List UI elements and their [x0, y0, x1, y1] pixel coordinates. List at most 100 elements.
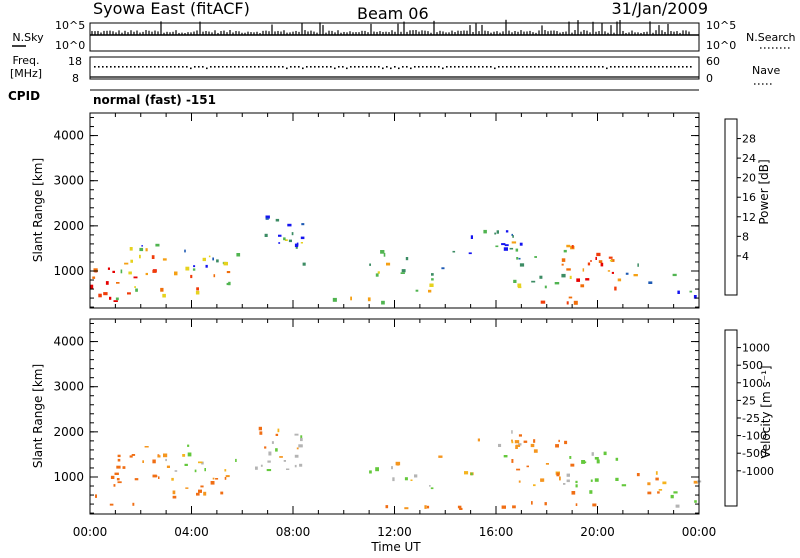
- echo-cell: [561, 263, 564, 266]
- freq-dot: [346, 67, 348, 70]
- echo-cell: [163, 453, 168, 458]
- ytick-label: 2000: [53, 425, 84, 439]
- freq-dot: [234, 66, 236, 68]
- freq-dot: [170, 66, 172, 68]
- freq-dot: [606, 67, 608, 70]
- echo-cell: [539, 275, 543, 279]
- echo-cell: [202, 257, 206, 262]
- echo-cell: [213, 274, 216, 278]
- ytick-label: 3000: [53, 174, 84, 188]
- freq-dot: [506, 66, 508, 68]
- echo-cell: [367, 297, 371, 302]
- echo-cell: [187, 452, 192, 457]
- freq-dot: [306, 66, 308, 68]
- nsearch-label: N.Search: [746, 31, 796, 44]
- echo-cell: [511, 233, 513, 236]
- echo-cell: [385, 505, 389, 509]
- echo-cell: [145, 272, 148, 276]
- echo-cell: [617, 278, 622, 282]
- echo-cell: [116, 465, 121, 469]
- freq-panel: Freq. [MHz] 18 8 60 0 Nave: [10, 54, 781, 85]
- freq-dot: [210, 66, 212, 68]
- freq-dot: [470, 66, 472, 68]
- freq-dot: [446, 66, 448, 68]
- echo-cell: [228, 281, 231, 286]
- echo-cell: [287, 223, 292, 227]
- echo-cell: [93, 268, 98, 273]
- freq-dot: [238, 66, 240, 68]
- echo-cell: [105, 281, 109, 285]
- echo-cell: [516, 468, 521, 471]
- echo-cell: [98, 293, 102, 298]
- echo-cell: [647, 491, 652, 495]
- echo-cell: [438, 455, 443, 458]
- echo-cell: [581, 460, 586, 464]
- echo-cell: [166, 465, 170, 468]
- echo-cell: [223, 261, 228, 266]
- freq-dot: [522, 66, 524, 68]
- echo-cell: [477, 438, 480, 442]
- echo-cell: [298, 444, 303, 448]
- echo-cell: [693, 480, 698, 484]
- freq-dot: [226, 66, 228, 68]
- echo-cell: [523, 440, 528, 443]
- freq-dot: [430, 66, 432, 68]
- echo-cell: [203, 491, 207, 496]
- freq-dot: [194, 66, 196, 68]
- echo-cell: [172, 490, 176, 495]
- freq-dot: [458, 66, 460, 68]
- colorbar-tick-label: 16: [742, 191, 756, 204]
- freq-dot: [514, 66, 516, 68]
- echo-cell: [672, 273, 677, 277]
- echo-cell: [260, 464, 263, 467]
- freq-dot: [166, 66, 168, 68]
- echo-cell: [452, 250, 456, 253]
- echo-cell: [501, 505, 506, 509]
- echo-cell: [625, 272, 629, 275]
- freq-trace: [90, 66, 699, 78]
- echo-cell: [615, 477, 619, 481]
- echo-cell: [295, 246, 298, 249]
- echo-cell: [369, 263, 371, 266]
- freq-dot: [274, 66, 276, 68]
- echo-cell: [512, 235, 514, 238]
- freq-dot: [526, 66, 528, 68]
- echo-cell: [134, 478, 139, 481]
- echo-cell: [511, 430, 513, 434]
- echo-cell: [275, 433, 279, 436]
- echo-cell: [470, 472, 473, 476]
- freq-dot: [530, 66, 532, 68]
- echo-cell: [585, 278, 590, 281]
- echo-cell: [204, 468, 206, 472]
- echo-cell: [636, 473, 640, 477]
- echo-cell: [675, 504, 680, 508]
- echo-cell: [216, 259, 219, 263]
- freq-dot: [554, 66, 556, 68]
- freq-dot: [326, 66, 328, 68]
- echo-cell: [162, 293, 166, 298]
- power-colorbar-label: Power [dB]: [757, 159, 771, 224]
- colorbar-tick-label: -25: [742, 412, 760, 425]
- echo-cell: [259, 431, 263, 435]
- echo-cell: [405, 257, 409, 261]
- echo-cell: [519, 242, 523, 246]
- freq-dot: [474, 66, 476, 68]
- freq-dot: [362, 66, 364, 68]
- echo-cell: [569, 275, 572, 279]
- freq-tick-top: 18: [68, 55, 82, 68]
- freq-dot: [330, 66, 332, 68]
- echo-cell: [429, 485, 431, 487]
- echo-cell: [689, 290, 693, 293]
- freq-dot: [566, 66, 568, 68]
- echo-cell: [142, 460, 144, 463]
- freq-dot: [374, 66, 376, 68]
- echo-cell: [647, 482, 651, 486]
- echo-cell: [210, 481, 215, 485]
- echo-cell: [571, 491, 576, 495]
- freq-dot: [250, 66, 252, 68]
- colorbar-tick-label: 4: [742, 250, 749, 263]
- nsky-tick-bottom-left: 10^0: [55, 39, 85, 52]
- beam-title: Beam 06: [357, 4, 429, 23]
- echo-cell: [559, 476, 561, 481]
